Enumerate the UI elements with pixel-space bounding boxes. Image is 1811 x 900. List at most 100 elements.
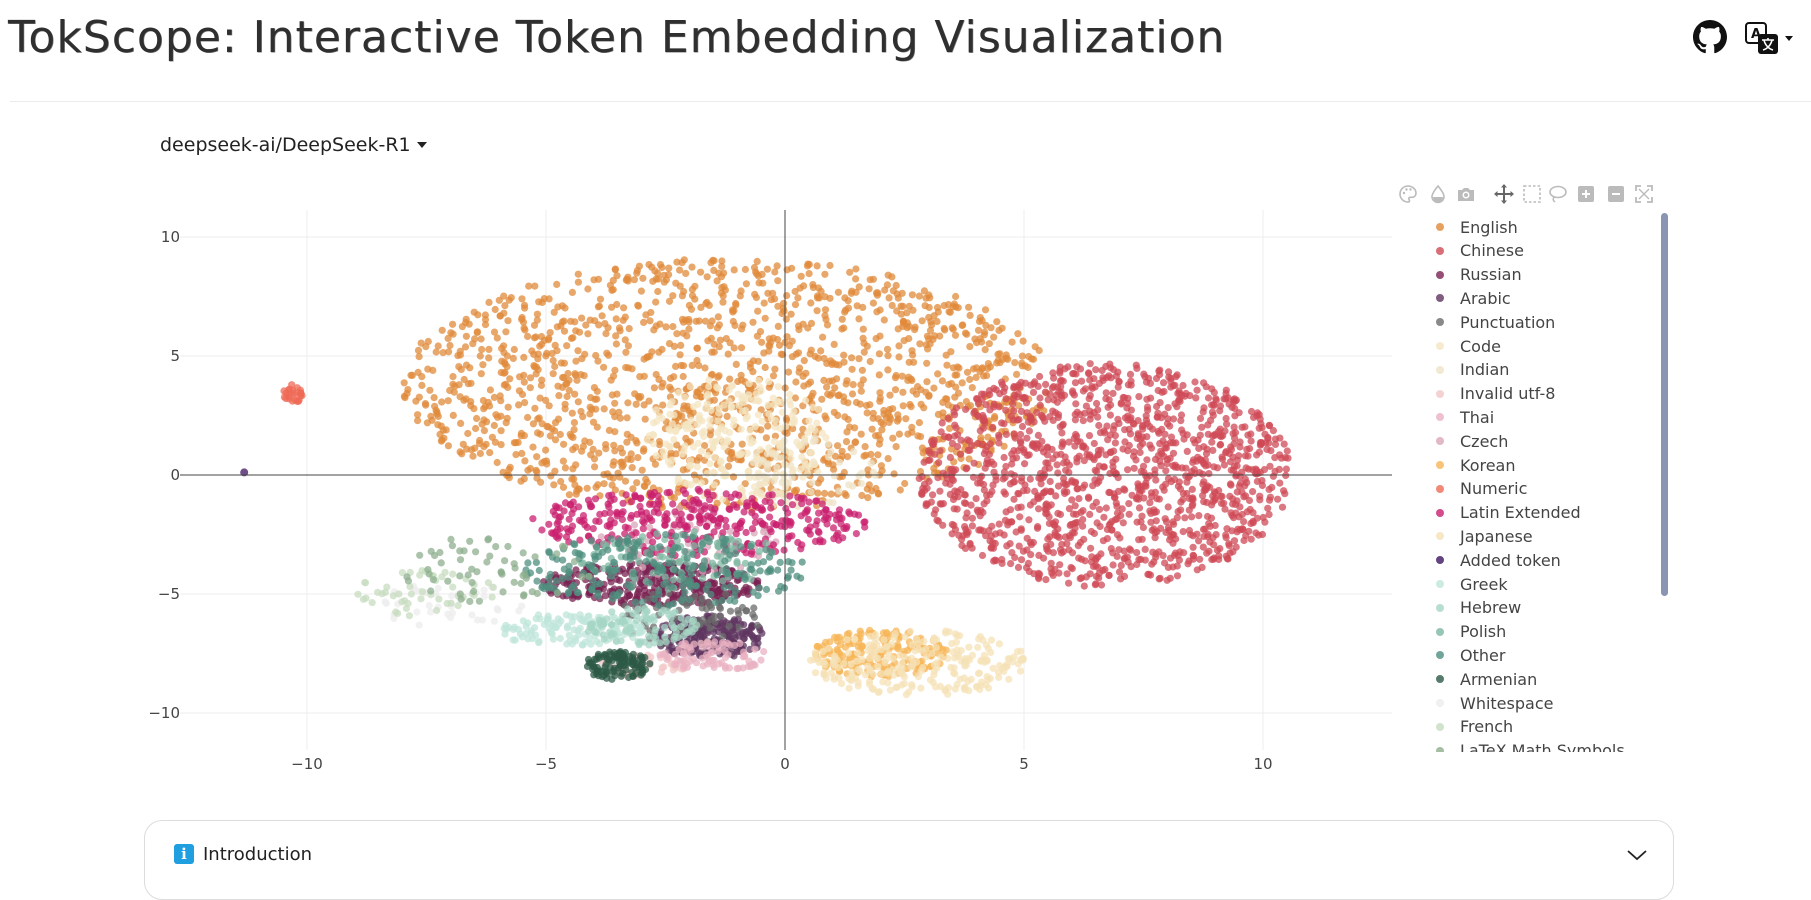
data-point [953,404,960,411]
data-point [830,535,837,542]
data-point [534,355,541,362]
data-point [963,398,970,405]
data-point [690,403,697,410]
data-point [1027,501,1034,508]
data-point [704,470,711,477]
data-point [982,346,989,353]
data-point [1107,412,1114,419]
data-point [1202,456,1209,463]
data-point [1016,513,1023,520]
data-point [851,636,858,643]
data-point [874,289,881,296]
data-point [1227,480,1234,487]
data-point [959,379,966,386]
data-point [758,339,765,346]
data-point [611,428,618,435]
data-point [1018,556,1025,563]
data-point [870,410,877,417]
data-point [1079,516,1086,523]
data-point [732,301,739,308]
data-point [1077,509,1084,516]
data-point [711,528,718,535]
data-point [1200,404,1207,411]
data-point [705,377,712,384]
data-point [1080,417,1087,424]
data-point [910,359,917,366]
data-point [727,455,734,462]
data-point [1080,387,1087,394]
data-point [711,341,718,348]
data-point [1212,522,1219,529]
data-point [967,540,974,547]
data-point [971,408,978,415]
data-point [591,463,598,470]
data-point [1110,561,1117,568]
data-point [553,281,560,288]
data-point [570,506,577,513]
data-point [899,665,906,672]
data-point [1173,403,1180,410]
data-point [996,640,1003,647]
data-point [807,523,814,530]
data-point [492,306,499,313]
data-point [662,650,669,657]
data-point [995,439,1002,446]
data-point [1031,378,1038,385]
data-point [884,346,891,353]
data-point [523,623,530,630]
data-point [1042,576,1049,583]
data-point [929,650,936,657]
data-point [881,316,888,323]
data-point [1160,379,1167,386]
data-point [902,633,909,640]
data-point [904,431,911,438]
data-point [731,616,738,623]
data-point [1029,440,1036,447]
data-point [633,401,640,408]
data-point [596,511,603,518]
data-point [1222,531,1229,538]
data-point [559,384,566,391]
data-point [505,404,512,411]
data-point [533,453,540,460]
data-point [808,479,815,486]
data-point [1098,581,1105,588]
data-point [940,470,947,477]
data-point [529,444,536,451]
data-point [801,439,808,446]
data-point [1106,470,1113,477]
data-point [569,289,576,296]
data-point [892,630,899,637]
data-point [951,411,958,418]
data-point [1042,381,1049,388]
data-point [1093,400,1100,407]
data-point [1096,506,1103,513]
data-point [664,489,671,496]
data-point [939,377,946,384]
data-point [1231,537,1238,544]
data-point [445,442,452,449]
data-point [766,499,773,506]
data-point [846,685,853,692]
data-point [1027,551,1034,558]
data-point [510,355,517,362]
data-point [899,389,906,396]
data-point [1257,420,1264,427]
data-point [643,614,650,621]
data-point [1069,387,1076,394]
data-point [610,462,617,469]
data-point [661,513,668,520]
data-point [698,507,705,514]
data-point [968,676,975,683]
data-point [739,441,746,448]
data-point [1042,459,1049,466]
data-point [537,479,544,486]
data-point [1195,537,1202,544]
data-point [1059,422,1066,429]
data-point [1010,384,1017,391]
data-point [763,434,770,441]
data-point [591,628,598,635]
data-point [1179,464,1186,471]
data-point [825,645,832,652]
data-point [678,511,685,518]
